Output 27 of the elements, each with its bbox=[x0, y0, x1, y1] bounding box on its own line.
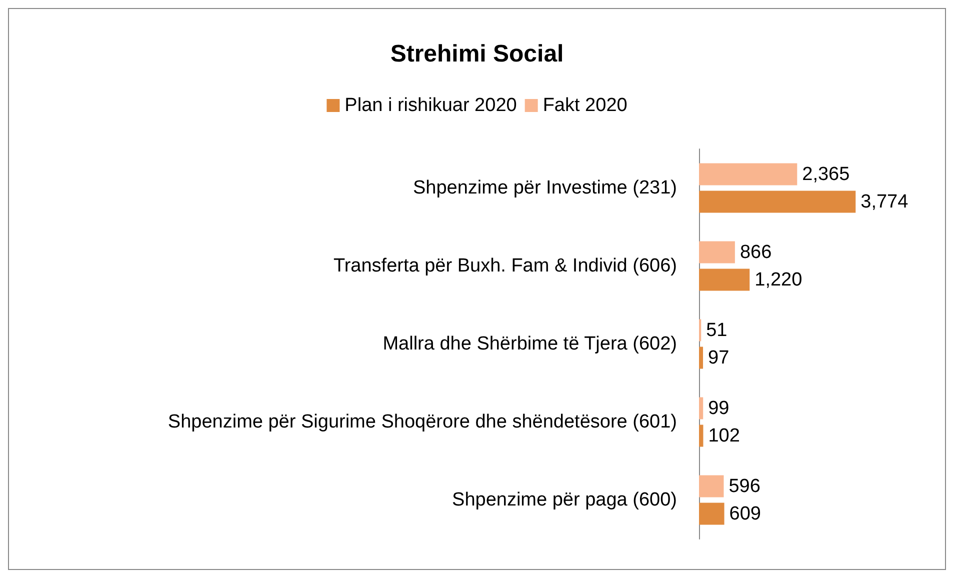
data-label: 3,774 bbox=[860, 191, 909, 212]
bar bbox=[699, 241, 735, 264]
y-tick-label: Shpenzime për paga (600) bbox=[452, 490, 677, 510]
y-tick-label: Mallra dhe Shërbime të Tjera (602) bbox=[382, 334, 677, 354]
data-label: 97 bbox=[708, 347, 730, 368]
bar bbox=[699, 163, 798, 186]
data-label: 2,365 bbox=[802, 164, 850, 185]
data-label: 51 bbox=[706, 320, 728, 341]
data-label: 866 bbox=[740, 242, 772, 263]
data-label: 99 bbox=[708, 398, 730, 419]
bar bbox=[699, 346, 704, 369]
legend-label: Fakt 2020 bbox=[542, 95, 628, 116]
bar bbox=[699, 424, 704, 447]
data-label: 1,220 bbox=[754, 269, 802, 290]
y-tick-label: Shpenzime për Investime (231) bbox=[412, 178, 677, 198]
bar bbox=[699, 502, 724, 525]
text: Strehimi Social bbox=[390, 40, 564, 68]
legend-label: Plan i rishikuar 2020 bbox=[344, 95, 517, 116]
data-label: 596 bbox=[728, 476, 760, 497]
bar bbox=[699, 475, 724, 498]
y-tick-label: Shpenzime për Sigurime Shoqërore dhe shëndetësore (601) bbox=[168, 412, 677, 432]
bar bbox=[699, 268, 750, 291]
data-label: 102 bbox=[708, 425, 740, 446]
y-tick-label: Transferta për Buxh. Fam & Individ (606) bbox=[333, 256, 677, 276]
data-label: 609 bbox=[729, 503, 761, 524]
bar bbox=[699, 190, 856, 213]
bar bbox=[699, 397, 704, 420]
